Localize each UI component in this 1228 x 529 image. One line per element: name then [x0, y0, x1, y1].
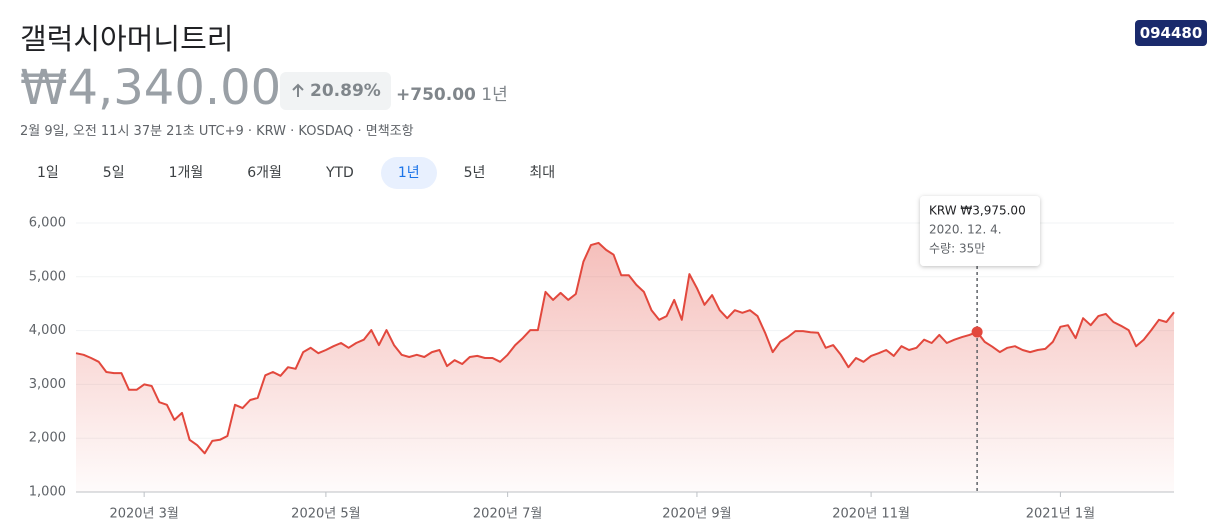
range-button[interactable]: 1일 [37, 165, 59, 181]
change-percent: 20.89% [310, 81, 381, 101]
range-button[interactable]: 1년 [380, 157, 437, 189]
tooltip-box [920, 196, 1040, 266]
price: ₩4,340.00 [20, 60, 282, 116]
y-tick-label: 1,000 [29, 485, 66, 500]
change-badge: 20.89% [280, 72, 391, 110]
y-tick-label: 2,000 [29, 431, 66, 446]
x-tick-label: 2020년 11월 [832, 507, 910, 522]
x-tick-label: 2020년 7월 [473, 507, 542, 522]
tooltip-price: KRW ₩3,975.00 [929, 204, 1026, 218]
range-button[interactable]: 6개월 [247, 165, 282, 181]
x-tick-label: 2020년 5월 [291, 507, 360, 522]
title: 갤럭시아머니트리 [20, 22, 234, 56]
tooltip: KRW ₩3,975.00 2020. 12. 4. 수량: 35만 [920, 196, 1040, 266]
area-fill [76, 242, 1174, 492]
y-tick-label: 5,000 [29, 269, 66, 284]
price-line [75, 241, 1175, 455]
change-amount-row: +750.00 1년 [396, 80, 508, 105]
tooltip-date: 2020. 12. 4. [929, 223, 1002, 237]
range-selector: 1일 5일 1개월 6개월 YTD 1년 5년 최대 [20, 157, 582, 189]
range-button[interactable]: 5일 [102, 165, 125, 181]
ticker-badge[interactable]: 094480 [1135, 20, 1207, 46]
tooltip-volume: 수량: 35만 [929, 242, 985, 256]
hover-point [971, 326, 983, 338]
y-tick-label: 6,000 [29, 216, 66, 231]
range-button[interactable]: YTD [325, 165, 354, 181]
info-line: 2월 9일, 오전 11시 37분 21초 UTC+9 · KRW · KOSD… [20, 124, 414, 139]
change-amount: +750.00 [396, 85, 476, 105]
x-tick-label: 2021년 1월 [1026, 507, 1095, 522]
x-tick-label: 2020년 9월 [662, 507, 731, 522]
y-tick-label: 4,000 [29, 323, 66, 338]
change-period: 1년 [481, 85, 508, 105]
x-tick-label: 2020년 3월 [109, 507, 178, 522]
y-tick-label: 3,000 [29, 377, 66, 392]
range-button[interactable]: 1개월 [168, 165, 204, 181]
range-button[interactable]: 최대 [529, 165, 556, 181]
range-button[interactable]: 5년 [463, 165, 486, 181]
up-arrow [292, 83, 304, 97]
